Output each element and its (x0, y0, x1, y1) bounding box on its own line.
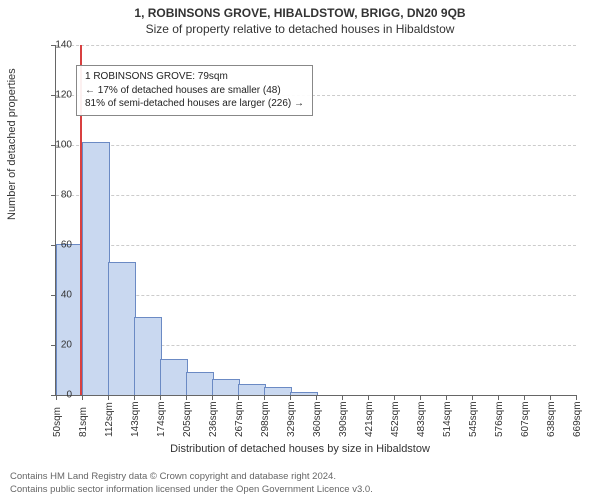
chart-subtitle: Size of property relative to detached ho… (0, 20, 600, 40)
xtick-label: 576sqm (494, 401, 505, 437)
gridline (56, 195, 576, 196)
xtick-label: 50sqm (52, 407, 63, 437)
y-axis-label: Number of detached properties (6, 68, 18, 220)
annotation-line2: ← 17% of detached houses are smaller (48… (85, 84, 304, 98)
xtick-label: 360sqm (312, 401, 323, 437)
x-axis-label: Distribution of detached houses by size … (0, 443, 600, 455)
histogram-bar (238, 384, 266, 395)
xtick-mark (134, 395, 135, 400)
xtick-label: 112sqm (104, 402, 115, 437)
gridline (56, 245, 576, 246)
histogram-bar (160, 359, 188, 395)
xtick-mark (524, 395, 525, 400)
xtick-label: 143sqm (130, 401, 141, 437)
xtick-mark (238, 395, 239, 400)
xtick-mark (290, 395, 291, 400)
chart-title-address: 1, ROBINSONS GROVE, HIBALDSTOW, BRIGG, D… (0, 0, 600, 20)
ytick-label: 140 (32, 40, 72, 51)
xtick-label: 298sqm (260, 401, 271, 437)
histogram-bar (108, 262, 136, 396)
histogram-bar (186, 372, 214, 396)
xtick-mark (368, 395, 369, 400)
xtick-mark (394, 395, 395, 400)
xtick-label: 390sqm (338, 401, 349, 437)
histogram-bar (212, 379, 240, 395)
footer-copyright: Contains HM Land Registry data © Crown c… (10, 471, 336, 482)
xtick-label: 205sqm (182, 401, 193, 437)
xtick-mark (420, 395, 421, 400)
ytick-label: 80 (32, 190, 72, 201)
annotation-line1: 1 ROBINSONS GROVE: 79sqm (85, 70, 304, 84)
xtick-label: 174sqm (156, 401, 167, 437)
xtick-mark (82, 395, 83, 400)
ytick-label: 100 (32, 140, 72, 151)
footer-licence: Contains public sector information licen… (10, 484, 373, 495)
xtick-mark (446, 395, 447, 400)
xtick-label: 545sqm (468, 401, 479, 437)
annotation-box: 1 ROBINSONS GROVE: 79sqm ← 17% of detach… (76, 65, 313, 116)
annotation-line3: 81% of semi-detached houses are larger (… (85, 97, 304, 111)
ytick-label: 20 (32, 340, 72, 351)
xtick-label: 452sqm (390, 401, 401, 437)
xtick-label: 514sqm (442, 401, 453, 437)
gridline (56, 45, 576, 46)
histogram-bar (134, 317, 162, 396)
histogram-bar (82, 142, 110, 396)
xtick-label: 329sqm (286, 401, 297, 437)
histogram-bar (264, 387, 292, 396)
histogram-bar (56, 244, 84, 395)
histogram-bar (290, 392, 318, 396)
xtick-mark (212, 395, 213, 400)
xtick-mark (342, 395, 343, 400)
xtick-mark (472, 395, 473, 400)
xtick-label: 638sqm (546, 401, 557, 437)
xtick-mark (498, 395, 499, 400)
xtick-mark (108, 395, 109, 400)
xtick-label: 669sqm (572, 401, 583, 437)
ytick-label: 40 (32, 290, 72, 301)
xtick-mark (576, 395, 577, 400)
xtick-label: 483sqm (416, 401, 427, 437)
xtick-mark (316, 395, 317, 400)
gridline (56, 145, 576, 146)
ytick-label: 120 (32, 90, 72, 101)
xtick-label: 236sqm (208, 401, 219, 437)
xtick-mark (160, 395, 161, 400)
xtick-mark (550, 395, 551, 400)
ytick-label: 0 (32, 390, 72, 401)
chart-container: 1, ROBINSONS GROVE, HIBALDSTOW, BRIGG, D… (0, 0, 600, 500)
xtick-label: 81sqm (78, 407, 89, 437)
xtick-label: 607sqm (520, 401, 531, 437)
xtick-mark (264, 395, 265, 400)
ytick-label: 60 (32, 240, 72, 251)
xtick-mark (186, 395, 187, 400)
xtick-label: 421sqm (364, 401, 375, 437)
xtick-label: 267sqm (234, 401, 245, 437)
